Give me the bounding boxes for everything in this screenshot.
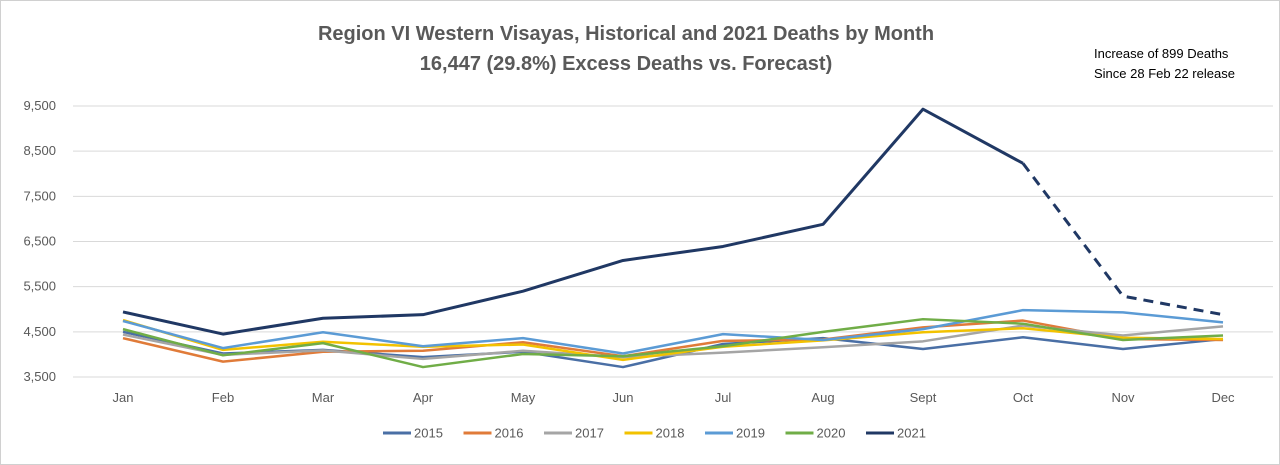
x-tick-label: May bbox=[511, 390, 536, 405]
annotation-note: Increase of 899 Deaths Since 28 Feb 22 r… bbox=[1094, 44, 1235, 84]
x-tick-label: Apr bbox=[413, 390, 434, 405]
y-tick-label: 4,500 bbox=[23, 324, 56, 339]
x-tick-label: Oct bbox=[1013, 390, 1034, 405]
x-tick-label: Aug bbox=[811, 390, 834, 405]
annotation-line-2: Since 28 Feb 22 release bbox=[1094, 66, 1235, 81]
y-tick-label: 5,500 bbox=[23, 279, 56, 294]
series-line-2018 bbox=[122, 318, 1224, 362]
x-tick-label: Jul bbox=[715, 390, 732, 405]
legend-label-2018: 2018 bbox=[656, 426, 685, 441]
series-line-2019 bbox=[122, 308, 1224, 355]
x-tick-label: Nov bbox=[1111, 390, 1135, 405]
x-tick-label: Jan bbox=[113, 390, 134, 405]
chart-title: Region VI Western Visayas, Historical an… bbox=[317, 23, 935, 45]
legend-label-2019: 2019 bbox=[736, 426, 765, 441]
legend-label-2020: 2020 bbox=[817, 426, 846, 441]
x-tick-label: Mar bbox=[312, 390, 335, 405]
y-tick-label: 3,500 bbox=[23, 369, 56, 384]
y-tick-label: 9,500 bbox=[23, 98, 56, 113]
y-tick-label: 7,500 bbox=[23, 188, 56, 203]
annotation-line-1: Increase of 899 Deaths bbox=[1094, 46, 1229, 61]
y-tick-label: 6,500 bbox=[23, 234, 56, 249]
y-tick-label: 8,500 bbox=[23, 143, 56, 158]
legend-label-2017: 2017 bbox=[575, 426, 604, 441]
x-tick-label: Jun bbox=[613, 390, 634, 405]
legend-label-2021: 2021 bbox=[897, 426, 926, 441]
series-line-2020 bbox=[122, 317, 1224, 369]
legend-label-2016: 2016 bbox=[495, 426, 524, 441]
x-tick-label: Sept bbox=[910, 390, 937, 405]
series-line-2021 bbox=[122, 107, 1024, 336]
series-line-2016 bbox=[122, 319, 1224, 363]
series-line-2021-projected bbox=[1021, 162, 1224, 317]
legend-label-2015: 2015 bbox=[414, 426, 443, 441]
x-tick-label: Feb bbox=[212, 390, 234, 405]
chart-subtitle: 16,447 (29.8%) Excess Deaths vs. Forecas… bbox=[419, 53, 833, 75]
x-tick-label: Dec bbox=[1211, 390, 1235, 405]
